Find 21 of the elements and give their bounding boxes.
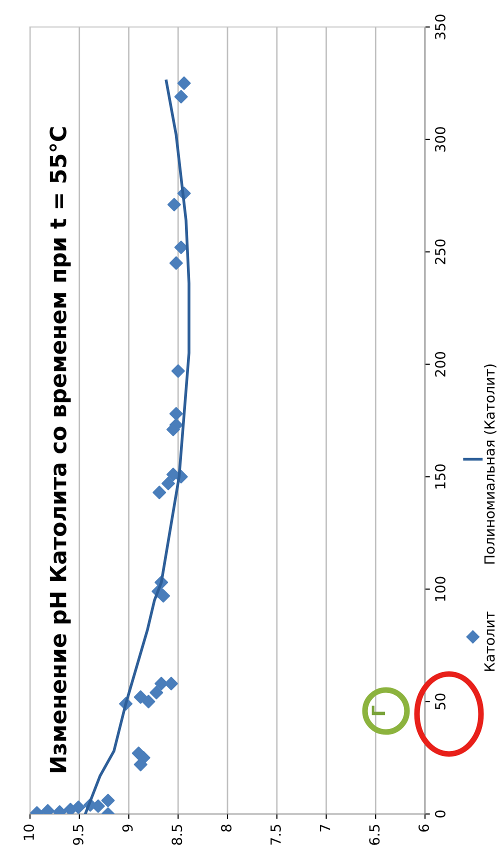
x-tick-label: 10 — [24, 824, 34, 840]
legend-label: Полиномиальная (Католит) — [484, 364, 496, 564]
y-tick-label: 150 — [434, 464, 446, 488]
y-tick-label: 300 — [434, 127, 446, 152]
y-tick-label: 50 — [434, 694, 446, 710]
x-tick-label: 9 — [122, 824, 133, 832]
x-tick-label: 8.5 — [172, 824, 182, 845]
y-tick-label: 0 — [434, 810, 446, 818]
y-tick-label: 350 — [434, 14, 446, 40]
x-tick-label: 7 — [320, 824, 330, 832]
annotation: Г — [372, 706, 385, 716]
x-tick-label: 7.5 — [270, 824, 281, 845]
legend-label: Католит — [484, 612, 495, 671]
x-tick-label: 6.5 — [369, 824, 380, 845]
x-tick-label: 6 — [418, 824, 430, 832]
y-tick-label: 100 — [434, 576, 446, 601]
y-tick-label: 200 — [434, 352, 446, 377]
y-tick-label: 250 — [434, 240, 446, 264]
x-tick-label: 8 — [221, 824, 232, 832]
x-tick-label: 9.5 — [72, 824, 84, 845]
text: Изменение pH Католита со временем при t = 55°C — [49, 127, 71, 772]
